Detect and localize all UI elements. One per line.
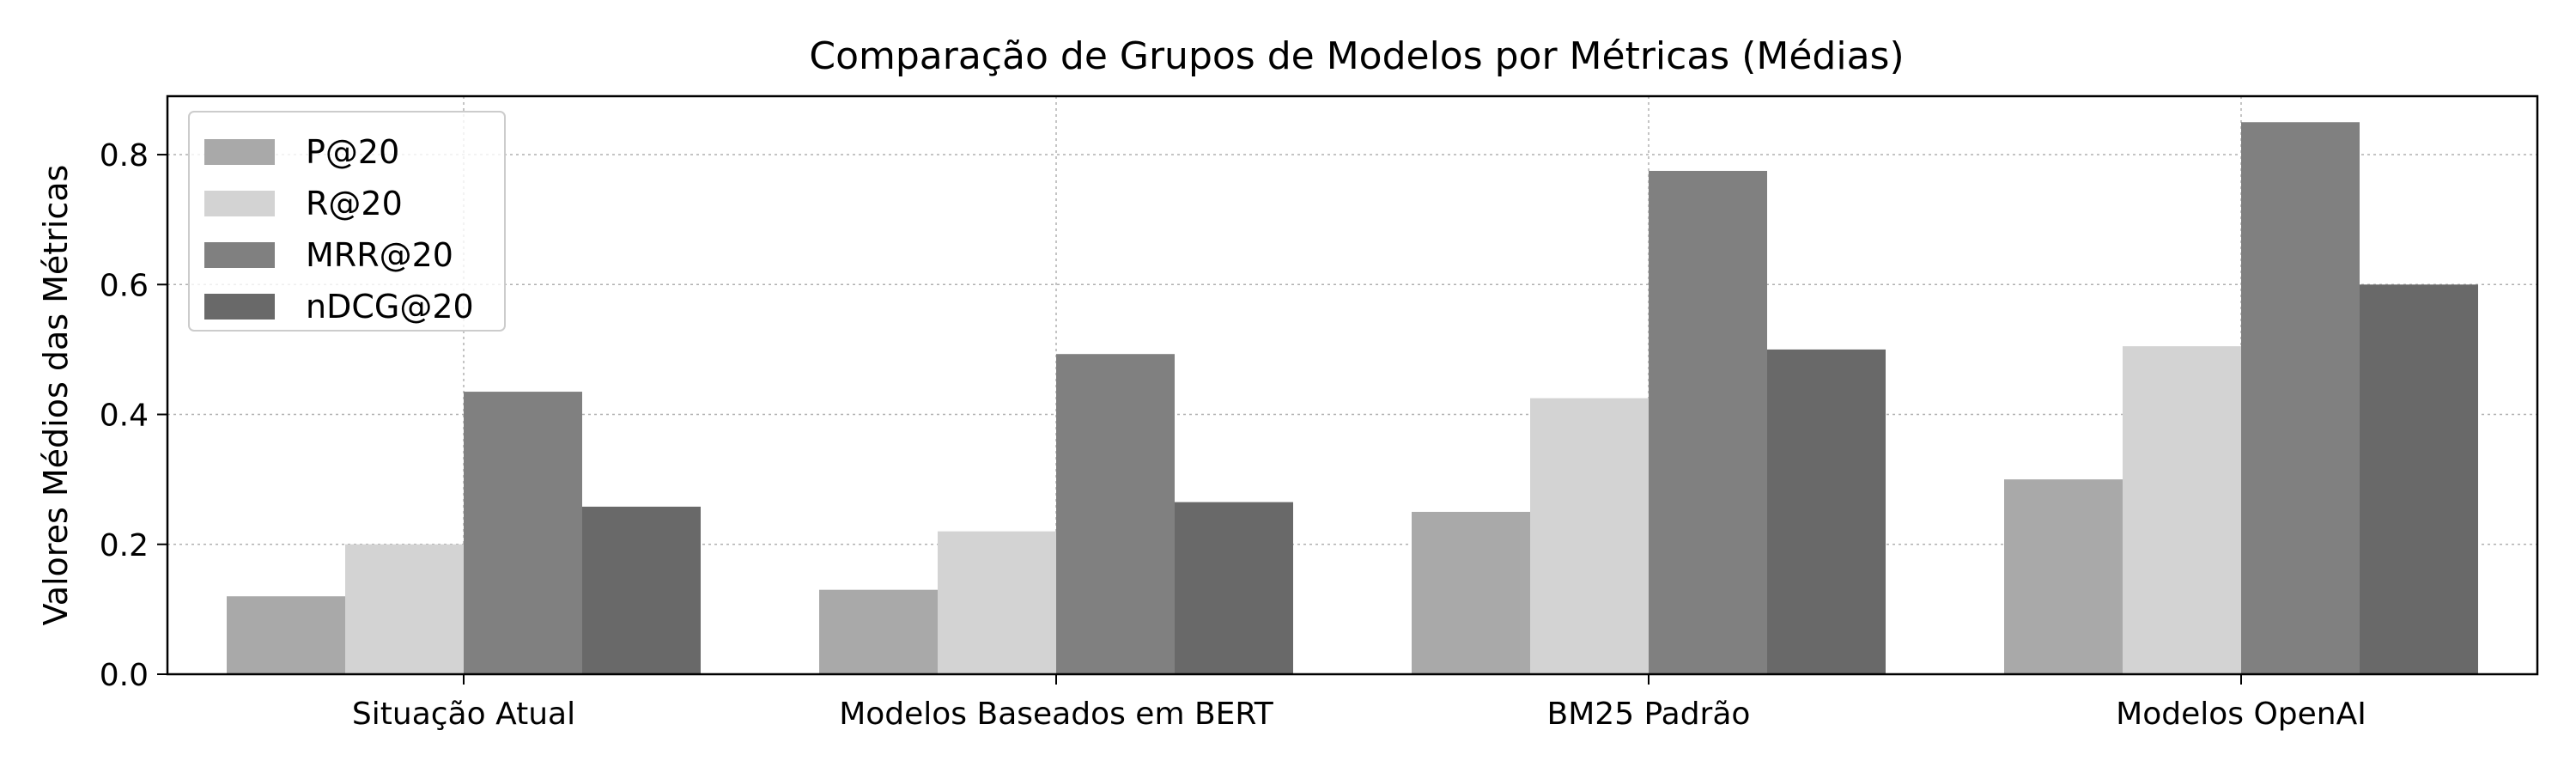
bar (819, 589, 938, 674)
axes: 0.0 0.2 0.4 0.6 0.8 Situação Atual Modelos Bas… (100, 138, 2366, 732)
bar (2123, 346, 2241, 674)
bar (938, 531, 1056, 674)
x-tick-label: Modelos Baseados em BERT (839, 697, 1274, 732)
bars (227, 122, 2478, 674)
bar (1649, 170, 1767, 674)
legend-swatch (204, 139, 275, 165)
bar (345, 544, 464, 674)
bar (1412, 511, 1530, 674)
bar (227, 596, 345, 674)
bar (1530, 398, 1649, 674)
legend-label: MRR@20 (306, 236, 453, 274)
bar (1056, 354, 1175, 674)
bar (2004, 479, 2123, 674)
bar (582, 506, 701, 674)
legend-label: P@20 (306, 133, 399, 171)
chart-title: Comparação de Grupos de Modelos por Métr… (809, 34, 1904, 78)
bar (1767, 349, 1886, 674)
bar (2241, 122, 2360, 674)
legend: P@20 R@20 MRR@20 nDCG@20 (188, 111, 506, 332)
legend-label: nDCG@20 (306, 288, 474, 326)
x-tick-label: BM25 Padrão (1547, 697, 1751, 732)
legend-swatch (204, 191, 275, 216)
y-tick-label: 0.4 (100, 399, 149, 434)
bar (2360, 284, 2478, 674)
legend-swatch (204, 294, 275, 320)
legend-box (188, 111, 506, 332)
y-tick-label: 0.6 (100, 268, 149, 303)
x-tick-label: Situação Atual (352, 697, 575, 732)
x-tick-label: Modelos OpenAI (2116, 697, 2366, 732)
y-tick-label: 0.8 (100, 138, 149, 173)
y-tick-label: 0.2 (100, 528, 149, 563)
plot-frame (166, 94, 2539, 676)
y-tick-label: 0.0 (100, 658, 149, 693)
y-axis-label: Valores Médios das Métricas (37, 165, 75, 626)
legend-swatch (204, 242, 275, 268)
bar (464, 392, 582, 674)
legend-label: R@20 (306, 185, 403, 222)
bar (1175, 502, 1293, 674)
